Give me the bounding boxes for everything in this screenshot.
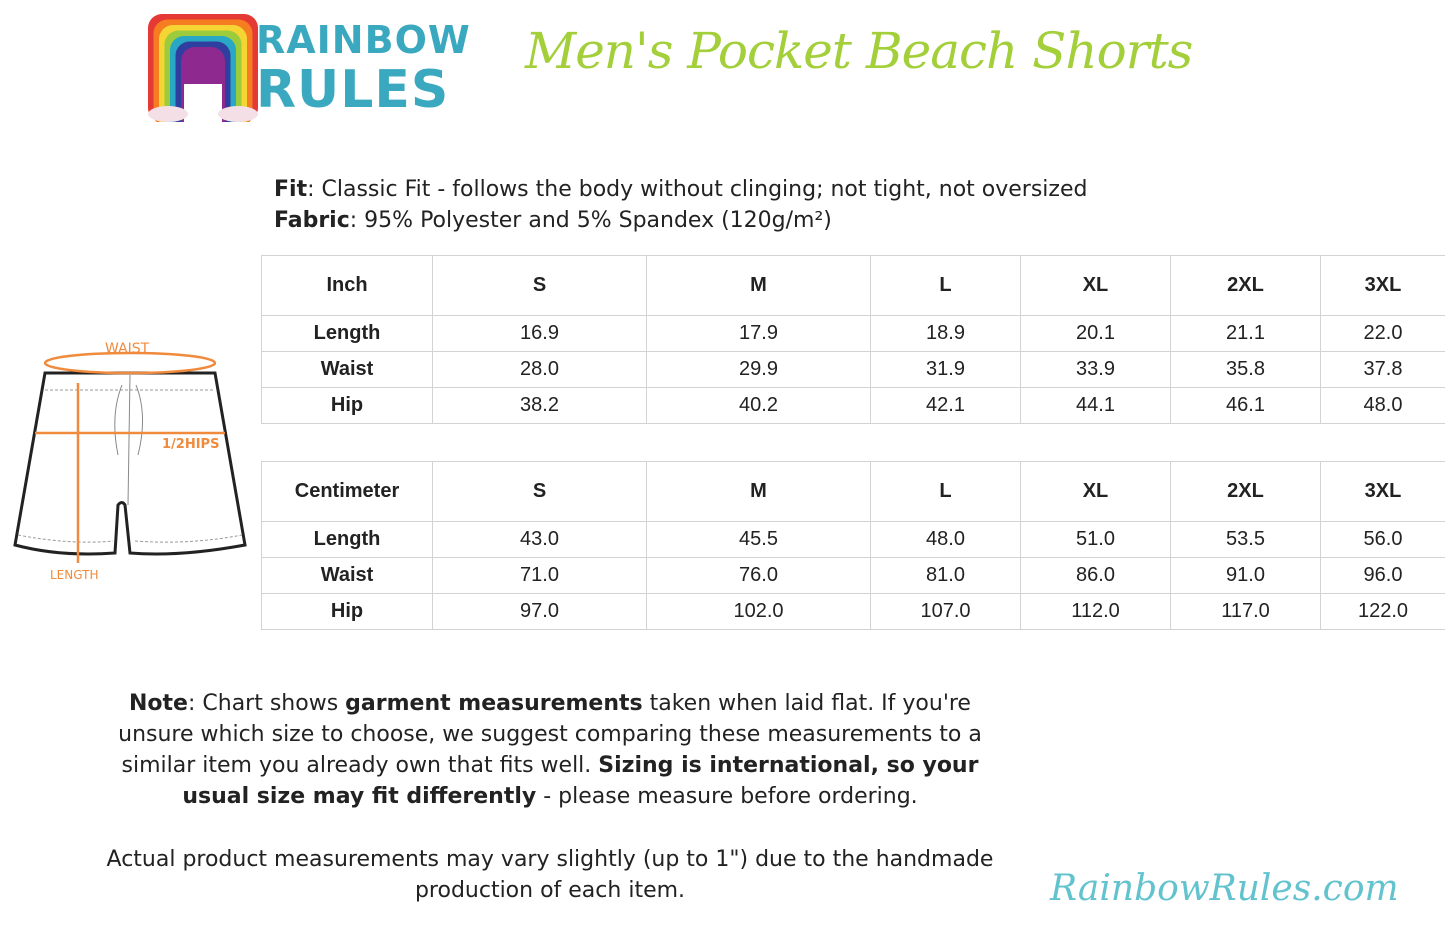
rainbow-icon [148,14,258,155]
table-cell: 44.1 [1020,387,1171,424]
column-header: S [432,461,647,522]
table-row: Length 16.9 17.9 18.9 20.1 21.1 22.0 [261,315,1445,352]
fabric-line: Fabric: 95% Polyester and 5% Spandex (12… [274,208,832,233]
table-cell: 48.0 [870,521,1021,558]
column-header: 2XL [1170,461,1321,522]
page-title: Men's Pocket Beach Shorts [525,22,1193,80]
table-cell: 20.1 [1020,315,1171,352]
table-cell: 33.9 [1020,351,1171,388]
logo-text-rainbow: RAINBOW [256,18,471,62]
table-cell: 18.9 [870,315,1021,352]
inch-size-table: Inch S M L XL 2XL 3XL Length 16.9 17.9 18.9 20.1 21.… [261,255,1445,424]
table-cell: 29.9 [646,351,871,388]
table-cell: 28.0 [432,351,647,388]
variance-note: Actual product measurements may vary sli… [106,847,994,903]
column-header: L [870,461,1021,522]
measurement-note: Note: Chart shows garment measurements t… [118,691,982,809]
row-label: Waist [261,557,433,594]
length-label: LENGTH [50,568,98,582]
rainbow-rules-logo: RAINBOW RULES [148,14,470,155]
table-row: Hip 97.0 102.0 107.0 112.0 117.0 122.0 [261,593,1445,630]
table-cell: 102.0 [646,593,871,630]
table-cell: 43.0 [432,521,647,558]
table-cell: 86.0 [1020,557,1171,594]
column-header: 2XL [1170,255,1321,316]
column-header: XL [1020,461,1171,522]
table-cell: 40.2 [646,387,871,424]
table-cell: 76.0 [646,557,871,594]
table-cell: 38.2 [432,387,647,424]
table-cell: 35.8 [1170,351,1321,388]
hips-label: 1/2HIPS [162,437,219,452]
table-cell: 46.1 [1170,387,1321,424]
table-header-row: Inch S M L XL 2XL 3XL [261,255,1445,316]
shorts-measurement-diagram: WAIST 1/2HIPS LENGTH [13,341,247,582]
table-header-row: Centimeter S M L XL 2XL 3XL [261,461,1445,522]
table-cell: 42.1 [870,387,1021,424]
table-cell: 45.5 [646,521,871,558]
column-header: Inch [261,255,433,316]
column-header: M [646,461,871,522]
column-header: XL [1020,255,1171,316]
table-cell: 112.0 [1020,593,1171,630]
column-header: L [870,255,1021,316]
row-label: Length [261,521,433,558]
table-cell: 37.8 [1320,351,1445,388]
row-label: Hip [261,387,433,424]
table-cell: 122.0 [1320,593,1445,630]
table-row: Waist 71.0 76.0 81.0 86.0 91.0 96.0 [261,557,1445,594]
table-cell: 107.0 [870,593,1021,630]
table-cell: 71.0 [432,557,647,594]
table-cell: 16.9 [432,315,647,352]
table-cell: 48.0 [1320,387,1445,424]
column-header: 3XL [1320,255,1445,316]
table-cell: 81.0 [870,557,1021,594]
table-cell: 117.0 [1170,593,1321,630]
table-cell: 97.0 [432,593,647,630]
table-cell: 96.0 [1320,557,1445,594]
table-cell: 21.1 [1170,315,1321,352]
column-header: 3XL [1320,461,1445,522]
table-row: Waist 28.0 29.9 31.9 33.9 35.8 37.8 [261,351,1445,388]
row-label: Hip [261,593,433,630]
table-row: Hip 38.2 40.2 42.1 44.1 46.1 48.0 [261,387,1445,424]
table-row: Length 43.0 45.5 48.0 51.0 53.5 56.0 [261,521,1445,558]
table-cell: 31.9 [870,351,1021,388]
fit-line: Fit: Classic Fit - follows the body with… [274,177,1088,202]
table-cell: 51.0 [1020,521,1171,558]
row-label: Waist [261,351,433,388]
column-header: S [432,255,647,316]
table-cell: 17.9 [646,315,871,352]
table-cell: 91.0 [1170,557,1321,594]
logo-text-rules: RULES [256,60,450,120]
column-header: Centimeter [261,461,433,522]
product-specs: Fit: Classic Fit - follows the body with… [274,174,1274,236]
waist-label: WAIST [105,341,150,357]
table-cell: 56.0 [1320,521,1445,558]
centimeter-size-table: Centimeter S M L XL 2XL 3XL Length 43.0 45.5 48.0 5… [261,461,1445,630]
column-header: M [646,255,871,316]
row-label: Length [261,315,433,352]
website-link[interactable]: RainbowRules.com [1050,868,1399,909]
table-cell: 22.0 [1320,315,1445,352]
table-cell: 53.5 [1170,521,1321,558]
